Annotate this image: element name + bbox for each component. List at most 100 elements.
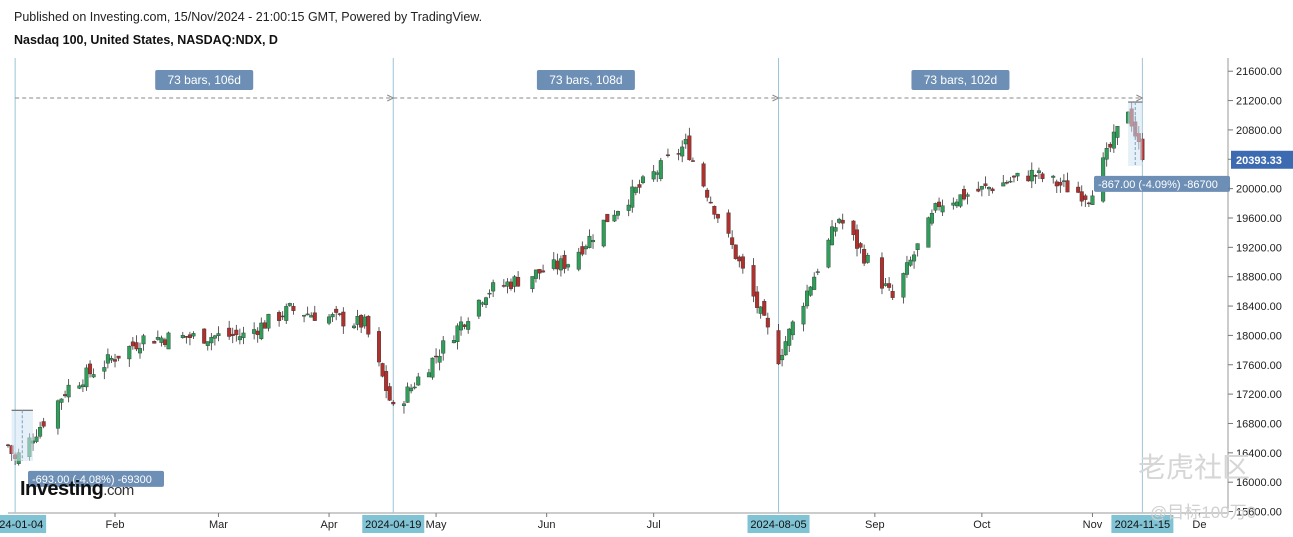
last-price-tag: [1231, 150, 1293, 169]
date-tag: [0, 515, 47, 533]
candle: [205, 341, 210, 351]
range-measure-arrow: [387, 94, 395, 102]
candle-body-up: [979, 186, 984, 190]
candle-body-up: [505, 281, 510, 287]
measure-tools[interactable]: 73 bars, 106d 73 bars, 108d 73 bars, 102d -…: [11, 70, 1230, 487]
candle: [808, 285, 813, 297]
candle-body-up: [915, 243, 920, 250]
candle-body-up: [533, 269, 538, 279]
candle: [362, 314, 367, 329]
candle-body-up: [933, 203, 938, 211]
candle-body-down: [41, 421, 46, 427]
candle: [191, 331, 196, 340]
candle: [451, 335, 456, 344]
x-tick-label: Apr: [320, 519, 337, 531]
candle-body-up: [141, 335, 146, 345]
candle: [330, 312, 335, 322]
candle: [152, 340, 157, 344]
published-caption: Published on Investing.com, 15/Nov/2024 …: [14, 10, 483, 24]
candle: [758, 306, 763, 319]
candle: [630, 179, 635, 213]
candle: [958, 194, 963, 208]
candle: [616, 210, 621, 220]
candle: [583, 244, 588, 255]
candle: [1083, 193, 1088, 207]
candle: [640, 174, 645, 185]
candle-body-down: [555, 260, 560, 270]
candle-body-up: [209, 337, 214, 344]
candle: [127, 345, 132, 367]
y-tick-label: 16800.00: [1236, 418, 1282, 430]
candle: [416, 372, 421, 386]
candle-body-up: [80, 384, 85, 387]
candle: [933, 202, 938, 213]
candle: [162, 337, 167, 348]
price-axis[interactable]: 15600.00 16000.00 16400.00 16800.00 17200.00…: [1228, 66, 1293, 519]
candle: [462, 323, 467, 330]
candle-body-down: [1079, 191, 1084, 202]
candle-body-down: [1040, 173, 1045, 179]
candle-body-up: [237, 336, 242, 341]
candle-body-up: [284, 306, 289, 321]
price-measure-label: [28, 470, 164, 487]
candle: [284, 303, 289, 324]
candle-body-up: [566, 264, 571, 268]
candle-body-up: [137, 348, 142, 354]
candle: [765, 312, 770, 335]
candle-body-down: [840, 219, 845, 224]
candle-body-down: [366, 315, 371, 335]
candle-body-down: [605, 213, 610, 223]
x-tick-label: Jun: [538, 519, 556, 531]
candle: [512, 275, 517, 293]
y-tick-label: 18800.00: [1236, 272, 1282, 284]
candle: [762, 299, 767, 316]
candle-body-up: [166, 332, 171, 350]
candle-body-down: [341, 311, 346, 327]
candle: [476, 299, 481, 320]
candle-body-up: [783, 341, 788, 356]
candle: [912, 251, 917, 269]
candle: [334, 306, 339, 321]
candle-body-up: [59, 398, 64, 403]
candle-body-down: [983, 183, 988, 186]
candle-body-down: [5, 444, 10, 446]
range-measure-label: [536, 70, 635, 90]
candle: [105, 348, 110, 369]
candle: [833, 222, 838, 237]
date-tag: [362, 515, 425, 533]
candle-body-up: [986, 186, 991, 190]
candle: [487, 289, 492, 299]
candle: [134, 335, 139, 352]
candle: [77, 382, 82, 390]
candle-body-up: [459, 321, 464, 331]
x-tick-label: De: [1192, 519, 1206, 531]
candle-body-down: [858, 243, 863, 248]
candle-body-up: [412, 386, 417, 389]
time-axis[interactable]: Feb Mar Apr May Jun Jul Sep Oct Nov De 2024-01-04 2…: [0, 513, 1206, 533]
candle: [405, 382, 410, 403]
candle-body-up: [658, 160, 663, 179]
candle-body-down: [726, 212, 731, 234]
candle: [954, 198, 959, 209]
candle: [187, 331, 192, 346]
candle: [409, 384, 414, 394]
candle-body-down: [501, 285, 506, 287]
candle-body-down: [255, 330, 260, 335]
candle-body-up: [1036, 170, 1041, 173]
candle-body-up: [551, 259, 556, 269]
candle: [929, 209, 934, 226]
candle-body-up: [302, 315, 307, 317]
candle: [812, 272, 817, 290]
candle: [815, 268, 820, 276]
candle: [159, 335, 164, 347]
candle: [376, 327, 381, 367]
candle-body-up: [1008, 180, 1013, 183]
candle-body-up: [401, 403, 406, 406]
candle-body-up: [826, 239, 831, 268]
candle: [459, 316, 464, 336]
candle: [380, 362, 385, 378]
candle-body-up: [127, 345, 132, 360]
candle: [676, 148, 681, 161]
candle: [979, 185, 984, 197]
